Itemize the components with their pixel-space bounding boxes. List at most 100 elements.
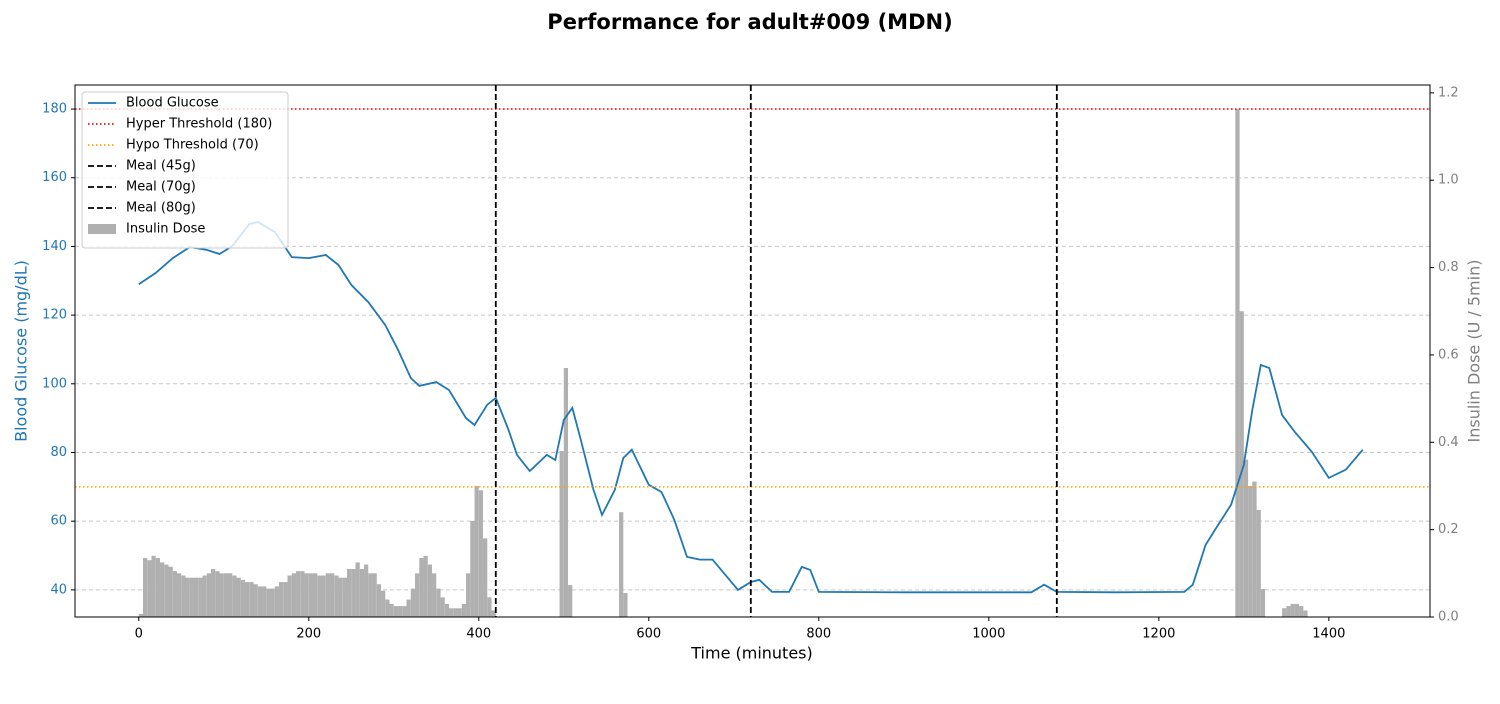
insulin-bar bbox=[274, 586, 280, 617]
legend-box bbox=[81, 91, 289, 249]
insulin-bar bbox=[304, 573, 309, 617]
legend-label: Hypo Threshold (70) bbox=[126, 138, 259, 153]
insulin-bar bbox=[219, 573, 224, 617]
insulin-bar bbox=[262, 586, 267, 617]
insulin-bar bbox=[1248, 485, 1253, 617]
insulin-bar bbox=[1303, 610, 1308, 617]
y2-tick-label: 0.2 bbox=[1438, 522, 1459, 537]
insulin-bar bbox=[164, 564, 169, 617]
insulin-bar bbox=[330, 573, 335, 617]
insulin-bar bbox=[427, 564, 433, 617]
y2-tick-label: 1.2 bbox=[1438, 85, 1459, 100]
insulin-bar bbox=[402, 606, 407, 617]
insulin-bar bbox=[334, 575, 339, 617]
insulin-bar bbox=[257, 586, 263, 617]
insulin-bar bbox=[487, 597, 492, 617]
insulin-bar bbox=[342, 577, 348, 617]
insulin-bar bbox=[228, 573, 233, 617]
insulin-bar bbox=[308, 573, 314, 617]
insulin-bar bbox=[415, 573, 420, 617]
insulin-bar bbox=[266, 588, 271, 617]
insulin-bar bbox=[406, 599, 411, 617]
insulin-bar bbox=[398, 606, 403, 617]
y-tick-label: 100 bbox=[42, 376, 67, 391]
insulin-bar bbox=[168, 566, 173, 617]
insulin-bar bbox=[189, 577, 195, 617]
insulin-bar bbox=[376, 584, 382, 617]
insulin-bar bbox=[300, 571, 305, 617]
x-tick-label: 1400 bbox=[1312, 627, 1345, 642]
x-tick-label: 1000 bbox=[972, 627, 1005, 642]
insulin-bar bbox=[461, 603, 467, 617]
insulin-bar bbox=[283, 582, 288, 617]
legend-label: Hyper Threshold (180) bbox=[126, 117, 272, 132]
insulin-bar bbox=[457, 608, 462, 617]
insulin-bar bbox=[568, 585, 573, 617]
insulin-bar bbox=[389, 603, 394, 617]
insulin-bar bbox=[143, 558, 148, 617]
x-tick-label: 400 bbox=[466, 627, 491, 642]
insulin-bar bbox=[347, 568, 352, 617]
insulin-bar bbox=[1239, 311, 1244, 617]
insulin-bar bbox=[270, 588, 275, 617]
x-tick-label: 1200 bbox=[1142, 627, 1175, 642]
glucose-line bbox=[138, 221, 1364, 594]
insulin-bar bbox=[232, 575, 237, 617]
y-tick-label: 40 bbox=[50, 582, 67, 597]
insulin-bar bbox=[423, 555, 428, 617]
y2-tick-label: 0.4 bbox=[1438, 435, 1459, 450]
insulin-bar bbox=[1260, 589, 1266, 617]
legend-swatch bbox=[88, 224, 116, 234]
insulin-bar bbox=[138, 613, 144, 617]
insulin-bar bbox=[211, 568, 216, 617]
insulin-bar bbox=[444, 603, 450, 617]
insulin-bar bbox=[483, 538, 488, 617]
insulin-bar bbox=[1299, 606, 1304, 617]
insulin-bar bbox=[321, 575, 326, 617]
insulin-bar bbox=[249, 582, 254, 617]
insulin-bar bbox=[296, 571, 301, 617]
insulin-bar bbox=[338, 577, 343, 617]
insulin-bar bbox=[155, 558, 161, 617]
x-tick-label: 200 bbox=[296, 627, 321, 642]
insulin-bar bbox=[1256, 509, 1261, 617]
insulin-bar bbox=[436, 588, 441, 617]
legend-label: Meal (70g) bbox=[126, 180, 196, 195]
insulin-bar bbox=[177, 573, 182, 617]
y2-tick-label: 0.8 bbox=[1438, 260, 1459, 275]
insulin-bar bbox=[245, 582, 250, 617]
insulin-bar bbox=[385, 599, 390, 617]
insulin-bar bbox=[351, 568, 356, 617]
insulin-bar bbox=[1235, 109, 1240, 618]
insulin-bar bbox=[160, 562, 165, 617]
insulin-bar bbox=[313, 573, 318, 617]
insulin-bar bbox=[393, 606, 399, 617]
insulin-bar bbox=[453, 608, 458, 617]
insulin-bar bbox=[1282, 608, 1287, 617]
insulin-bar bbox=[236, 577, 241, 617]
y-tick-label: 180 bbox=[42, 102, 67, 117]
insulin-bar bbox=[1286, 606, 1291, 617]
insulin-bar bbox=[559, 451, 564, 617]
x-axis-label: Time (minutes) bbox=[690, 644, 813, 663]
y-tick-label: 80 bbox=[50, 445, 67, 460]
plot-frame bbox=[74, 84, 1431, 618]
insulin-bar bbox=[206, 573, 212, 617]
insulin-bar bbox=[359, 568, 365, 617]
x-tick-label: 800 bbox=[806, 627, 831, 642]
insulin-bar bbox=[1243, 459, 1249, 617]
insulin-bar bbox=[151, 555, 156, 617]
insulin-bar bbox=[253, 584, 258, 617]
insulin-bar bbox=[419, 558, 424, 617]
insulin-bar bbox=[466, 573, 471, 617]
insulin-bar bbox=[325, 573, 331, 617]
insulin-bar bbox=[449, 608, 454, 617]
chart-title: Performance for adult#009 (MDN) bbox=[547, 10, 952, 34]
legend-label: Insulin Dose bbox=[126, 222, 205, 237]
y2-tick-label: 1.0 bbox=[1438, 173, 1459, 188]
insulin-bar bbox=[372, 573, 377, 617]
legend-label: Meal (80g) bbox=[126, 201, 196, 216]
y-tick-label: 140 bbox=[42, 239, 67, 254]
